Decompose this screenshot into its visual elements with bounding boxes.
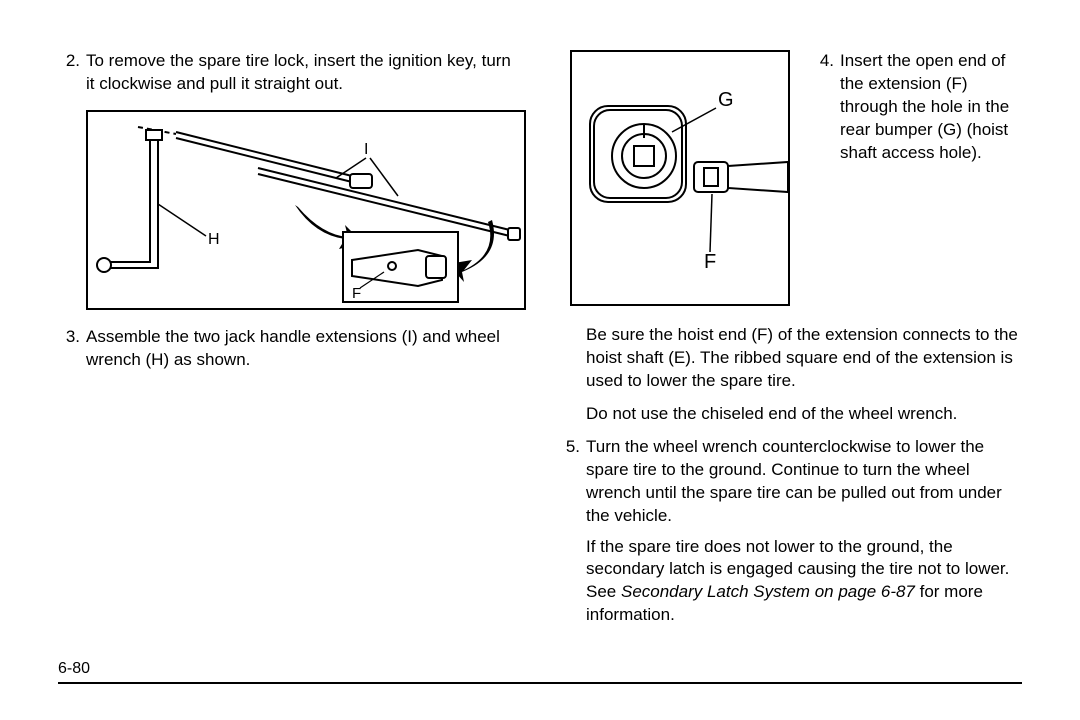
page-number: 6-80	[58, 660, 90, 678]
figure-2: G F	[570, 50, 790, 306]
step-2: 2. To remove the spare tire lock, insert…	[58, 50, 522, 96]
step-5: 5. Turn the wheel wrench counterclockwis…	[558, 436, 1022, 528]
fig1-label-I: I	[364, 141, 368, 158]
step-3-text: Assemble the two jack handle extensions …	[86, 326, 522, 372]
step-3: 3. Assemble the two jack handle extensio…	[58, 326, 522, 372]
para3b-reference: Secondary Latch System on page 6-87	[621, 582, 915, 601]
step-5-text: Turn the wheel wrench counterclockwise t…	[586, 436, 1022, 528]
figure-1-svg: I H F	[88, 112, 528, 312]
fig2-label-G: G	[718, 89, 734, 111]
step-5-number: 5.	[558, 436, 586, 528]
left-column: 2. To remove the spare tire lock, insert…	[58, 50, 522, 637]
step-3-number: 3.	[58, 326, 86, 372]
paragraph-secondary-latch: If the spare tire does not lower to the …	[586, 536, 1022, 628]
footer-rule	[58, 682, 1022, 684]
paragraph-chisel-warning: Do not use the chiseled end of the wheel…	[586, 403, 1022, 426]
step-4: 4. Insert the open end of the extension …	[812, 50, 1022, 165]
paragraph-hoist-end: Be sure the hoist end (F) of the extensi…	[586, 324, 1022, 393]
step-4-text: Insert the open end of the extension (F)…	[840, 50, 1022, 165]
columns: 2. To remove the spare tire lock, insert…	[58, 50, 1022, 637]
figure-2-svg: G F	[572, 52, 792, 308]
step-4-row: G F 4. Insert the open end of the extens…	[558, 50, 1022, 324]
step-2-number: 2.	[58, 50, 86, 96]
step-4-number: 4.	[812, 50, 840, 165]
fig2-label-F: F	[704, 251, 716, 273]
right-column: G F 4. Insert the open end of the extens…	[558, 50, 1022, 637]
footer: 6-80	[58, 682, 1022, 684]
figure-1: I H F	[86, 110, 526, 310]
fig1-label-H: H	[208, 231, 220, 248]
step-2-text: To remove the spare tire lock, insert th…	[86, 50, 522, 96]
